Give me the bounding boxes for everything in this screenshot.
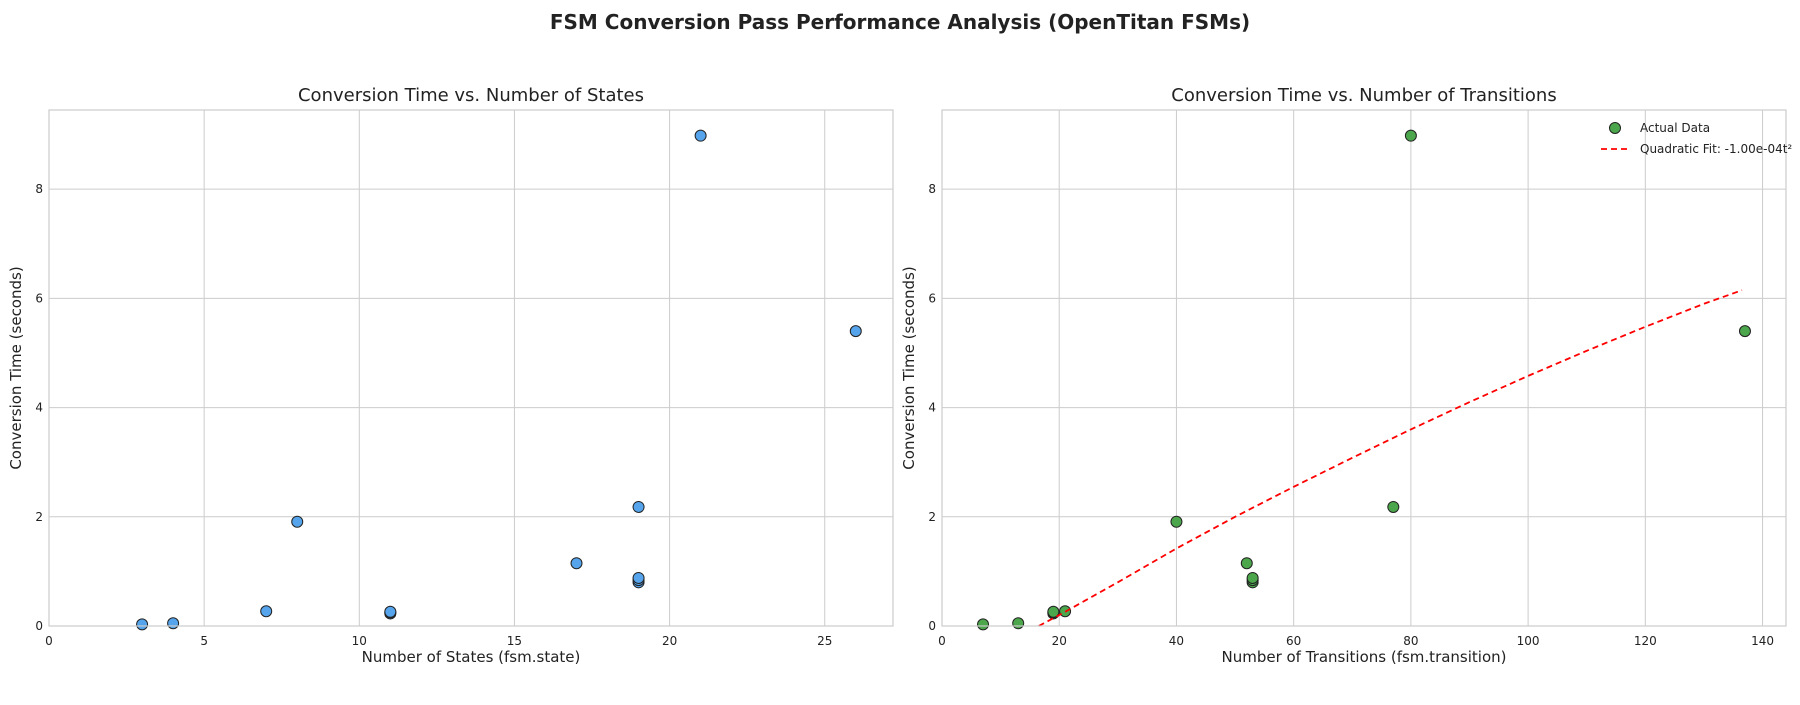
data-point bbox=[632, 500, 645, 513]
x-tick-label: 40 bbox=[1169, 634, 1184, 648]
y-tick-label: 6 bbox=[928, 291, 936, 305]
y-tick-label: 4 bbox=[35, 401, 43, 415]
x-tick-label: 20 bbox=[662, 634, 677, 648]
chart-panel-1: 0 5 10 15 20 25 0 2 4 6 8 Conversion Time vs. Numbe… bbox=[7, 85, 894, 666]
chart-title: Conversion Time vs. Number of States bbox=[298, 85, 644, 106]
legend-label: Actual Data bbox=[1640, 121, 1710, 135]
data-point bbox=[1738, 325, 1751, 338]
data-point bbox=[136, 618, 149, 631]
x-tick-label: 20 bbox=[1052, 634, 1067, 648]
y-tick-label: 4 bbox=[928, 401, 936, 415]
x-tick-label: 80 bbox=[1403, 634, 1418, 648]
legend-label: Quadratic Fit: -1.00e-04t² bbox=[1640, 142, 1792, 156]
y-tick-label: 2 bbox=[928, 510, 936, 524]
x-tick-label: 15 bbox=[507, 634, 522, 648]
figure-title: FSM Conversion Pass Performance Analysis… bbox=[550, 10, 1250, 34]
x-tick-label: 100 bbox=[1517, 634, 1540, 648]
data-point bbox=[1170, 515, 1183, 528]
data-point bbox=[1246, 571, 1259, 584]
x-tick-label: 60 bbox=[1286, 634, 1301, 648]
x-tick-label: 0 bbox=[45, 634, 53, 648]
data-point bbox=[694, 129, 707, 142]
data-point bbox=[570, 557, 583, 570]
y-axis-label: Conversion Time (seconds) bbox=[7, 266, 25, 469]
data-point bbox=[977, 618, 990, 631]
y-tick-label: 6 bbox=[35, 291, 43, 305]
legend-marker-swatch bbox=[1609, 122, 1621, 134]
data-point bbox=[1047, 605, 1060, 618]
data-point bbox=[849, 325, 862, 338]
fit-line bbox=[1038, 289, 1743, 627]
x-tick-label: 5 bbox=[200, 634, 208, 648]
y-tick-label: 0 bbox=[35, 619, 43, 633]
x-tick-label: 0 bbox=[938, 634, 946, 648]
axes-frame bbox=[941, 109, 1787, 627]
x-tick-label: 140 bbox=[1751, 634, 1774, 648]
data-point bbox=[1240, 557, 1253, 570]
data-point bbox=[260, 605, 273, 618]
x-axis-label: Number of Transitions (fsm.transition) bbox=[1221, 648, 1506, 666]
y-tick-label: 8 bbox=[35, 182, 43, 196]
data-point bbox=[1012, 617, 1025, 630]
x-tick-label: 25 bbox=[817, 634, 832, 648]
data-point bbox=[384, 605, 397, 618]
y-tick-label: 0 bbox=[928, 619, 936, 633]
data-point bbox=[167, 617, 180, 630]
y-tick-label: 2 bbox=[35, 510, 43, 524]
x-axis-label: Number of States (fsm.state) bbox=[362, 648, 581, 666]
y-axis-label: Conversion Time (seconds) bbox=[900, 266, 918, 469]
plot-area bbox=[49, 110, 893, 626]
chart-title: Conversion Time vs. Number of Transition… bbox=[1171, 85, 1556, 106]
legend: Actual Data Quadratic Fit: -1.00e-04t² bbox=[1601, 121, 1792, 156]
data-point bbox=[1404, 129, 1417, 142]
y-tick-label: 8 bbox=[928, 182, 936, 196]
chart-panel-2: 0 20 40 60 80 100 120 140 0 2 4 6 8 Conversion Time v… bbox=[900, 85, 1792, 666]
x-tick-label: 120 bbox=[1634, 634, 1657, 648]
plot-area bbox=[942, 110, 1786, 626]
axes-frame bbox=[48, 109, 894, 627]
data-point bbox=[632, 571, 645, 584]
data-point bbox=[291, 515, 304, 528]
x-tick-label: 10 bbox=[352, 634, 367, 648]
data-point bbox=[1387, 500, 1400, 513]
